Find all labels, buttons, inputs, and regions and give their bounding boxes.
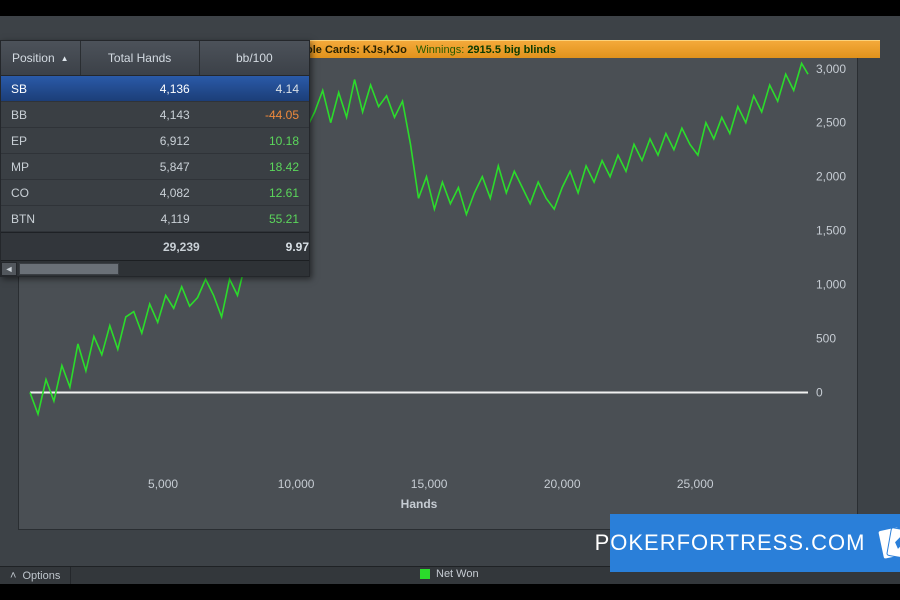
cell-hands: 4,082 bbox=[81, 186, 200, 200]
legend-label: Net Won bbox=[436, 568, 479, 580]
cell-hands: 5,847 bbox=[81, 160, 200, 174]
col-header-bb100[interactable]: bb/100 bbox=[200, 41, 309, 75]
watermark-text: POKERFORTRESS.COM bbox=[595, 530, 866, 556]
cell-bb100: 18.42 bbox=[200, 160, 309, 174]
svg-text:3,000: 3,000 bbox=[816, 62, 846, 76]
table-row[interactable]: CO4,08212.61 bbox=[1, 180, 309, 206]
table-row[interactable]: SB4,1364.14 bbox=[1, 76, 309, 102]
cell-hands: 4,143 bbox=[81, 108, 200, 122]
stats-total-row: 29,239 9.97 bbox=[1, 232, 309, 260]
horizontal-scrollbar[interactable]: ◄ bbox=[1, 260, 309, 276]
col-header-position[interactable]: Position ▲ bbox=[1, 41, 81, 75]
total-bb100: 9.97 bbox=[200, 240, 309, 254]
cell-position: BB bbox=[1, 108, 81, 122]
stats-header-row: Position ▲ Total Hands bb/100 bbox=[1, 41, 309, 76]
total-hands: 29,239 bbox=[80, 240, 199, 254]
chart-legend: Net Won bbox=[420, 568, 479, 580]
scroll-left-icon[interactable]: ◄ bbox=[1, 262, 17, 276]
svg-text:Hands: Hands bbox=[401, 497, 438, 511]
cell-bb100: 10.18 bbox=[200, 134, 309, 148]
options-label: Options bbox=[22, 570, 60, 582]
table-row[interactable]: MP5,84718.42 bbox=[1, 154, 309, 180]
svg-text:5,000: 5,000 bbox=[148, 477, 178, 491]
cards-icon bbox=[875, 523, 900, 563]
cell-bb100: 12.61 bbox=[200, 186, 309, 200]
table-row[interactable]: BB4,143-44.05 bbox=[1, 102, 309, 128]
cell-position: EP bbox=[1, 134, 81, 148]
cell-hands: 4,136 bbox=[81, 82, 200, 96]
svg-text:15,000: 15,000 bbox=[411, 477, 448, 491]
table-row[interactable]: EP6,91210.18 bbox=[1, 128, 309, 154]
cell-position: BTN bbox=[1, 212, 81, 226]
svg-text:2,000: 2,000 bbox=[816, 170, 846, 184]
svg-text:1,500: 1,500 bbox=[816, 224, 846, 238]
cell-bb100: 4.14 bbox=[200, 82, 309, 96]
cell-position: MP bbox=[1, 160, 81, 174]
legend-swatch bbox=[420, 569, 430, 579]
svg-text:500: 500 bbox=[816, 332, 836, 346]
scroll-thumb[interactable] bbox=[19, 263, 119, 275]
col-header-total-hands[interactable]: Total Hands bbox=[81, 41, 200, 75]
cell-position: SB bbox=[1, 82, 81, 96]
position-stats-panel: Position ▲ Total Hands bb/100 SB4,1364.1… bbox=[0, 40, 310, 277]
svg-text:25,000: 25,000 bbox=[677, 477, 714, 491]
table-row[interactable]: BTN4,11955.21 bbox=[1, 206, 309, 232]
cell-bb100: -44.05 bbox=[200, 108, 309, 122]
cell-bb100: 55.21 bbox=[200, 212, 309, 226]
app-frame: ole Cards: KJs,KJo Winnings: 2915.5 big … bbox=[0, 16, 900, 584]
cell-hands: 6,912 bbox=[81, 134, 200, 148]
chevron-up-icon: ˄ bbox=[10, 570, 16, 582]
svg-text:10,000: 10,000 bbox=[278, 477, 315, 491]
svg-text:2,500: 2,500 bbox=[816, 116, 846, 130]
svg-text:0: 0 bbox=[816, 385, 823, 399]
cell-position: CO bbox=[1, 186, 81, 200]
options-button[interactable]: ˄ Options bbox=[0, 567, 71, 584]
svg-text:1,000: 1,000 bbox=[816, 278, 846, 292]
stats-body: SB4,1364.14BB4,143-44.05EP6,91210.18MP5,… bbox=[1, 76, 309, 232]
sort-asc-icon: ▲ bbox=[61, 54, 69, 63]
cell-hands: 4,119 bbox=[81, 212, 200, 226]
svg-text:20,000: 20,000 bbox=[544, 477, 581, 491]
watermark: POKERFORTRESS.COM bbox=[610, 514, 900, 572]
